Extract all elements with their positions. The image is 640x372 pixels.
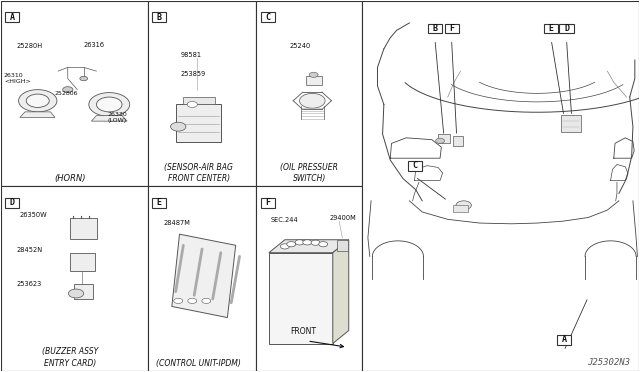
Bar <box>176 105 221 141</box>
Text: 26316: 26316 <box>84 42 105 48</box>
Text: J25302N3: J25302N3 <box>587 358 630 367</box>
Circle shape <box>26 94 49 108</box>
Text: C: C <box>413 161 418 170</box>
Text: 25280H: 25280H <box>17 43 43 49</box>
Text: (SENSOR-AIR BAG
FRONT CENTER): (SENSOR-AIR BAG FRONT CENTER) <box>164 163 233 183</box>
Polygon shape <box>269 253 333 343</box>
Text: (CONTROL UNIT-IPDM): (CONTROL UNIT-IPDM) <box>156 359 241 368</box>
Circle shape <box>80 76 88 81</box>
Bar <box>438 135 450 142</box>
Circle shape <box>311 240 320 245</box>
Circle shape <box>436 138 445 143</box>
Circle shape <box>68 289 84 298</box>
Circle shape <box>173 298 182 304</box>
Bar <box>306 76 321 85</box>
Circle shape <box>300 93 325 108</box>
Text: F: F <box>265 198 270 207</box>
Circle shape <box>202 298 211 304</box>
Circle shape <box>456 201 471 210</box>
Polygon shape <box>92 116 127 121</box>
Text: (OIL PRESSUER
SWITCH): (OIL PRESSUER SWITCH) <box>280 163 338 183</box>
Bar <box>408 161 422 170</box>
Bar <box>1 1 148 186</box>
Bar <box>561 115 580 132</box>
Circle shape <box>89 93 130 116</box>
Polygon shape <box>20 112 55 118</box>
Circle shape <box>19 90 57 112</box>
Text: 253623: 253623 <box>17 281 42 287</box>
Bar <box>557 335 571 345</box>
Bar <box>256 1 362 186</box>
Circle shape <box>295 240 304 245</box>
Circle shape <box>171 122 186 131</box>
Circle shape <box>97 97 122 112</box>
Bar <box>256 186 362 371</box>
Bar <box>1 186 148 371</box>
Bar <box>182 97 214 105</box>
Text: E: E <box>548 24 554 33</box>
Bar <box>362 1 639 371</box>
Bar <box>452 205 468 212</box>
Text: 25240: 25240 <box>290 43 311 49</box>
Polygon shape <box>333 240 349 343</box>
Bar <box>559 23 573 33</box>
Text: 28452N: 28452N <box>17 247 43 253</box>
Bar <box>544 23 558 33</box>
Bar <box>337 240 348 251</box>
Circle shape <box>319 241 328 247</box>
Circle shape <box>303 240 312 245</box>
Bar <box>260 198 275 208</box>
Text: A: A <box>561 335 566 344</box>
Bar <box>148 1 256 186</box>
Text: (HORN): (HORN) <box>54 174 85 183</box>
Bar <box>260 13 275 22</box>
Circle shape <box>280 244 289 249</box>
Circle shape <box>187 102 197 108</box>
Polygon shape <box>269 240 349 253</box>
Text: C: C <box>265 13 270 22</box>
Text: B: B <box>157 13 161 22</box>
Text: F: F <box>449 24 454 33</box>
Text: 26310
<HIGH>: 26310 <HIGH> <box>4 73 31 84</box>
Bar <box>74 284 93 299</box>
Polygon shape <box>172 234 236 318</box>
Bar <box>148 186 256 371</box>
Text: 252806: 252806 <box>55 92 79 96</box>
Text: E: E <box>157 198 161 207</box>
Text: FRONT: FRONT <box>291 327 317 336</box>
Text: 29400M: 29400M <box>330 215 356 221</box>
Text: 26330
(LOW): 26330 (LOW) <box>108 112 128 123</box>
Text: (BUZZER ASSY
ENTRY CARD): (BUZZER ASSY ENTRY CARD) <box>42 347 98 368</box>
Text: B: B <box>433 24 438 33</box>
Circle shape <box>309 72 318 77</box>
Text: SEC.244: SEC.244 <box>270 217 298 223</box>
Bar <box>453 136 463 146</box>
Circle shape <box>287 241 296 247</box>
Text: 98581: 98581 <box>180 52 202 58</box>
Bar <box>5 198 19 208</box>
Bar <box>152 198 166 208</box>
Text: 28487M: 28487M <box>164 220 191 226</box>
Bar <box>445 23 459 33</box>
Text: 253859: 253859 <box>180 71 206 77</box>
Circle shape <box>188 298 196 304</box>
Text: A: A <box>10 13 15 22</box>
Bar <box>428 23 442 33</box>
Text: 26350W: 26350W <box>20 212 47 218</box>
Bar <box>152 13 166 22</box>
Bar <box>70 253 95 271</box>
Text: D: D <box>564 24 569 33</box>
Bar <box>5 13 19 22</box>
Text: D: D <box>10 198 15 207</box>
Bar <box>70 218 97 239</box>
Circle shape <box>63 87 73 93</box>
